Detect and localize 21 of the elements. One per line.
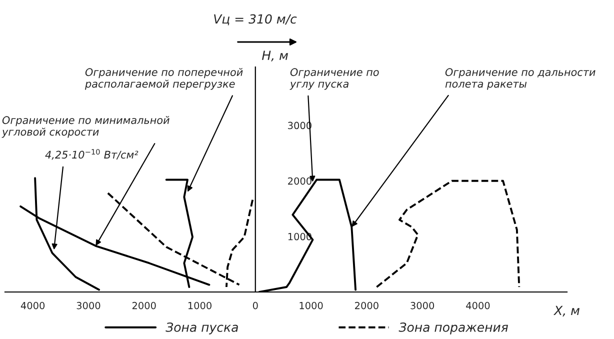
annotation: Ограничение по углу пуска [290, 68, 379, 90]
x-tick-label: 1000 [188, 302, 212, 310]
x-tick-label: 2000 [132, 302, 156, 310]
x-tick-label: 1000 [300, 302, 323, 310]
x-tick-label: 3000 [76, 302, 100, 310]
y-tick-label: 2000 [288, 177, 312, 185]
annotation: Ограничение по поперечной располагаемой перегрузке [84, 68, 243, 90]
x-tick-label: 2000 [355, 302, 378, 310]
text: Vц = 310 м/с [214, 14, 297, 26]
x-tick-label: 0 [252, 302, 258, 310]
x-tick-label: 4000 [20, 302, 45, 310]
x-tick-label: 4000 [466, 302, 490, 310]
x-axis-title: X, м [553, 306, 580, 316]
legend-label: Зона пуска [166, 322, 238, 334]
legend-label: Зона поражения [398, 322, 508, 334]
x-tick-label: 3000 [410, 302, 434, 310]
annotation: 4,25·10$^{−10}$ Вт/см² [45, 149, 138, 160]
y-axis-title: H, м [262, 50, 288, 62]
annotation: Ограничение по дальности полета ракеты [445, 68, 596, 90]
line-series [376, 180, 520, 288]
annotation: Ограничение по минимальной угловой скорости [2, 116, 170, 138]
